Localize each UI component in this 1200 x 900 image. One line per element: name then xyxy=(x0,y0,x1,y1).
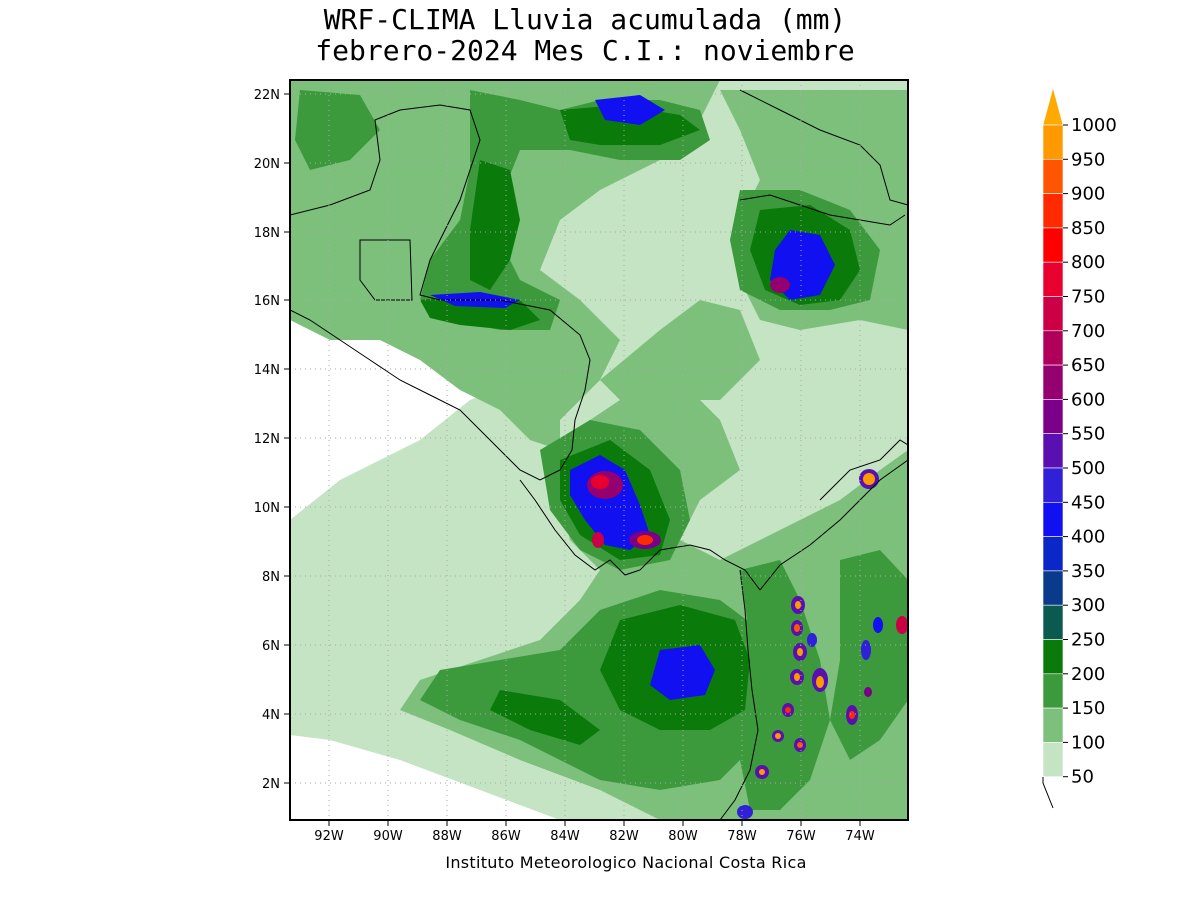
lat-tick-labels: 22N 20N 18N 16N 14N 12N 10N 8N 6N 4N 2N xyxy=(254,88,280,792)
colorbar-level-label: 200 xyxy=(1071,664,1105,685)
lon-tick-80w: 80W xyxy=(668,829,698,844)
lat-tick-4n: 4N xyxy=(262,708,280,723)
colorbar-swatch xyxy=(1042,501,1064,537)
lat-tick-12n: 12N xyxy=(254,432,280,447)
colorbar-level-label: 450 xyxy=(1071,492,1105,513)
colorbar-level-label: 800 xyxy=(1071,252,1105,273)
lon-tick-74w: 74W xyxy=(845,829,875,844)
colorbar-swatch xyxy=(1042,673,1064,709)
lon-tick-labels: 92W 90W 88W 86W 84W 82W 80W 78W 76W 74W xyxy=(314,829,875,844)
colorbar-legend: 1000 950 900 850 800 750 700 650 600 550 500 450 400… xyxy=(1042,87,1117,809)
credit-line: Instituto Meteorologico Nacional Costa R… xyxy=(445,853,807,872)
colorbar-bottom-tick xyxy=(1042,777,1054,809)
colorbar-swatch xyxy=(1042,742,1064,778)
lon-tick-86w: 86W xyxy=(491,829,521,844)
colorbar-level-label: 100 xyxy=(1071,732,1105,753)
lon-tick-90w: 90W xyxy=(373,829,403,844)
colorbar-swatch xyxy=(1042,604,1064,640)
colorbar-swatch xyxy=(1042,433,1064,469)
colorbar-level-label: 650 xyxy=(1071,355,1105,376)
lat-tick-6n: 6N xyxy=(262,639,280,654)
colorbar-level-label: 300 xyxy=(1071,595,1105,616)
colorbar-swatch xyxy=(1042,536,1064,572)
lon-tick-76w: 76W xyxy=(786,829,816,844)
lon-tick-92w: 92W xyxy=(314,829,344,844)
colorbar-swatch xyxy=(1042,364,1064,400)
lon-tick-84w: 84W xyxy=(550,829,580,844)
colorbar-level-label: 900 xyxy=(1071,184,1105,205)
colorbar-swatch xyxy=(1042,707,1064,743)
lat-tick-16n: 16N xyxy=(254,294,280,309)
map-title-line2: febrero-2024 Mes C.I.: noviembre xyxy=(315,34,855,67)
colorbar-swatch xyxy=(1042,296,1064,332)
lat-tick-22n: 22N xyxy=(254,88,280,103)
gridlines xyxy=(290,80,908,820)
colorbar-level-label: 950 xyxy=(1071,149,1105,170)
colorbar-level-label: 350 xyxy=(1071,561,1105,582)
lat-tick-10n: 10N xyxy=(254,501,280,516)
colorbar-swatch xyxy=(1042,159,1064,194)
colorbar-swatch xyxy=(1042,467,1064,503)
colorbar-level-label: 600 xyxy=(1071,389,1105,410)
lat-tick-14n: 14N xyxy=(254,363,280,378)
lat-tick-20n: 20N xyxy=(254,157,280,172)
colorbar-level-label: 850 xyxy=(1071,218,1105,239)
colorbar-level-label: 150 xyxy=(1071,698,1105,719)
lon-tick-78w: 78W xyxy=(727,829,757,844)
lat-tick-8n: 8N xyxy=(262,570,280,585)
colorbar-level-label: 400 xyxy=(1071,527,1105,548)
colorbar-top-arrow xyxy=(1042,87,1064,126)
colorbar-swatch xyxy=(1042,639,1064,675)
lat-tick-18n: 18N xyxy=(254,226,280,241)
colorbar-swatch xyxy=(1042,227,1064,263)
colorbar-level-label: 250 xyxy=(1071,630,1105,651)
colorbar-level-label: 550 xyxy=(1071,424,1105,445)
colorbar-level-label: 700 xyxy=(1071,321,1105,342)
colorbar-swatch xyxy=(1042,570,1064,606)
colorbar-level-label: 750 xyxy=(1071,287,1105,308)
colorbar-level-label: 500 xyxy=(1071,458,1105,479)
lon-tick-88w: 88W xyxy=(432,829,462,844)
plot-frame xyxy=(289,79,909,821)
colorbar-swatches xyxy=(1042,124,1064,778)
lat-tick-2n: 2N xyxy=(262,777,280,792)
colorbar-swatch xyxy=(1042,193,1064,229)
rain-high xyxy=(587,277,879,549)
colorbar-level-label: 1000 xyxy=(1071,115,1117,136)
lon-tick-82w: 82W xyxy=(609,829,639,844)
colorbar-swatch xyxy=(1042,330,1064,366)
colorbar-swatch xyxy=(1042,124,1064,160)
colorbar-labels: 1000 950 900 850 800 750 700 650 600 550 500 450 400… xyxy=(1063,115,1117,788)
tick-marks xyxy=(284,93,861,826)
colorbar-swatch xyxy=(1042,261,1064,297)
colorbar-swatch xyxy=(1042,399,1064,434)
coastlines xyxy=(290,89,908,820)
colorbar-level-label: 50 xyxy=(1071,767,1094,788)
map-title-line1: WRF-CLIMA Lluvia acumulada (mm) xyxy=(323,3,847,36)
